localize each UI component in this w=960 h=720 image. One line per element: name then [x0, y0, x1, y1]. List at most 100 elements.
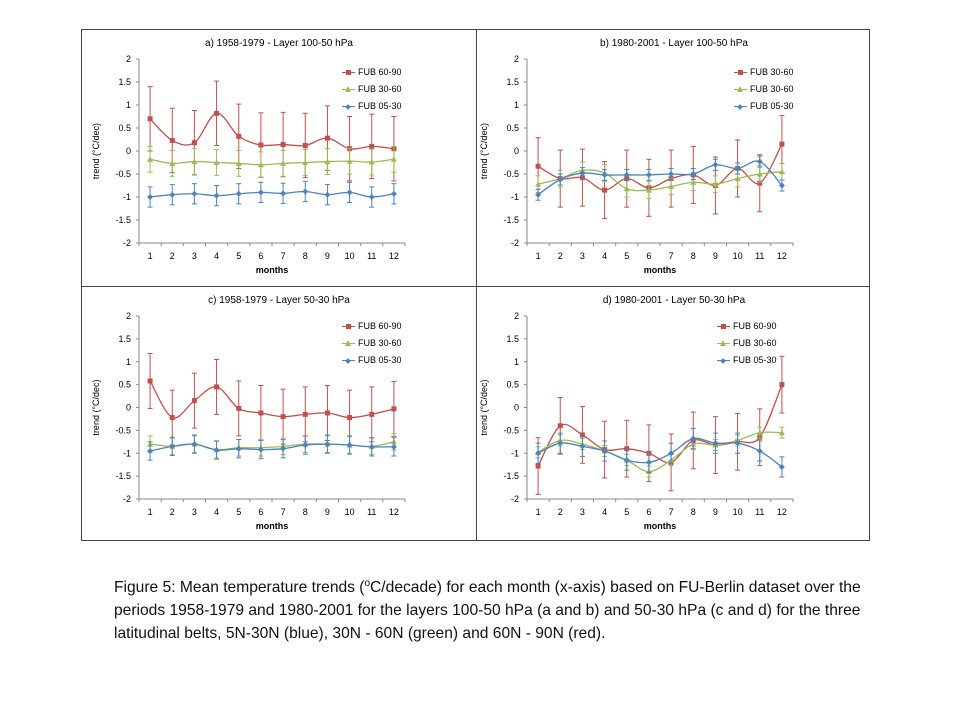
legend-marker [720, 340, 726, 346]
legend-label: FUB 60-90 [358, 321, 402, 331]
y-tick-label: 0 [514, 403, 519, 413]
data-point [257, 161, 264, 168]
data-point [712, 181, 719, 187]
legend-entry: FUB 60-90 [717, 320, 777, 337]
x-tick-label: 5 [236, 251, 241, 261]
x-tick-label: 9 [713, 251, 718, 261]
x-tick-label: 8 [691, 251, 696, 261]
data-point [778, 429, 785, 436]
series-red [535, 115, 785, 220]
chart-legend: FUB 30-60 FUB 30-60 FUB 05-30 [734, 66, 794, 117]
data-point [712, 440, 719, 447]
x-tick-label: 6 [646, 251, 651, 261]
data-point [257, 189, 264, 196]
legend-marker [737, 86, 743, 92]
x-tick-label: 8 [303, 251, 308, 261]
legend-marker [345, 357, 351, 364]
data-point [169, 191, 176, 198]
series-red [147, 353, 397, 446]
data-point [579, 432, 585, 438]
data-point [668, 171, 675, 177]
chart-svg: -2-1.5-1-0.500.511.521 2 3 4 5 6 7 8 9 10 11 12mont… [479, 311, 794, 531]
x-tick-label: 8 [691, 507, 696, 517]
data-point [535, 463, 541, 469]
data-point [258, 142, 264, 148]
data-point [535, 191, 542, 198]
y-tick-label: 1 [514, 357, 519, 367]
legend-entry: FUB 30-60 [734, 83, 794, 100]
y-tick-label: 1 [514, 100, 519, 110]
data-point [390, 190, 397, 197]
data-point [368, 443, 375, 450]
y-tick-label: 0.5 [506, 123, 519, 133]
series-line [537, 169, 782, 192]
data-point [756, 171, 763, 177]
series-blue [147, 434, 397, 461]
data-point [391, 406, 397, 412]
data-point [235, 190, 242, 197]
data-point [557, 440, 564, 447]
x-axis-label: months [256, 521, 289, 531]
data-point [169, 415, 175, 421]
x-tick-label: 8 [303, 507, 308, 517]
legend-marker [345, 340, 351, 346]
data-point [147, 194, 154, 200]
legend-marker [346, 70, 351, 75]
legend-entry: FUB 05-30 [717, 354, 777, 371]
legend-label: FUB 05-30 [750, 101, 794, 111]
data-point [280, 190, 287, 197]
x-tick-label: 3 [192, 507, 197, 517]
data-point [779, 382, 785, 388]
x-axis-label: months [256, 265, 289, 275]
data-point [756, 158, 763, 165]
chart-panel-b: b) 1980-2001 - Layer 100-50 hPa -2 -1.5 -1… [477, 30, 871, 286]
y-tick-label: 2 [514, 311, 519, 321]
x-tick-label: 11 [755, 251, 764, 261]
data-point [368, 159, 375, 165]
data-point [214, 384, 220, 390]
x-tick-label: 6 [258, 251, 263, 261]
chart-panel-a: a) 1958-1979 - Layer 100-50 hPa -2 -1.5 -1… [82, 30, 476, 286]
y-tick-label: -2 [123, 238, 131, 248]
data-point [535, 181, 542, 187]
data-point [324, 441, 331, 448]
data-point [324, 158, 331, 165]
legend-marker [345, 103, 351, 110]
data-point [346, 158, 353, 164]
y-axis-label: trend (°C/dec) [479, 123, 489, 179]
legend-marker [720, 357, 726, 364]
legend-entry: FUB 30-60 [734, 66, 794, 83]
legend-entry: FUB 05-30 [342, 354, 402, 371]
y-axis-label: trend (°C/dec) [91, 379, 101, 435]
x-tick-label: 10 [345, 507, 355, 517]
data-point [734, 165, 741, 172]
y-tick-label: 0 [126, 146, 131, 156]
data-point [324, 410, 330, 416]
chart-svg: -2-1.5-1-0.500.511.521 2 3 4 5 6 7 8 9 10 11 12mont… [91, 311, 406, 531]
data-point [579, 443, 586, 450]
x-tick-label: 11 [367, 251, 376, 261]
y-tick-label: -0.5 [115, 425, 131, 435]
data-point [690, 179, 697, 185]
legend-label: FUB 60-90 [358, 67, 402, 77]
chart-svg: -2-1.5-1-0.500.511.521 2 3 4 5 6 7 8 9 10 11 12mont… [91, 54, 406, 275]
y-tick-label: 1 [126, 357, 131, 367]
chart-title: c) 1958-1979 - Layer 50-30 hPa [208, 295, 350, 306]
series-blue [535, 428, 785, 478]
chart-title: a) 1958-1979 - Layer 100-50 hPa [205, 38, 353, 49]
data-point [147, 378, 153, 384]
x-tick-label: 7 [669, 507, 674, 517]
y-tick-label: -1 [123, 192, 131, 202]
panel-divider-vertical [476, 29, 477, 541]
legend-label: FUB 30-60 [358, 84, 402, 94]
legend-label: FUB 30-60 [750, 67, 794, 77]
y-tick-label: 0.5 [118, 380, 131, 390]
data-point [236, 405, 242, 411]
x-tick-label: 4 [214, 507, 219, 517]
series-line [149, 158, 394, 166]
data-point [324, 135, 330, 141]
data-point [169, 137, 175, 143]
data-point [324, 191, 331, 198]
y-tick-label: -1.5 [115, 471, 131, 481]
legend-entry: FUB 30-60 [342, 337, 402, 354]
